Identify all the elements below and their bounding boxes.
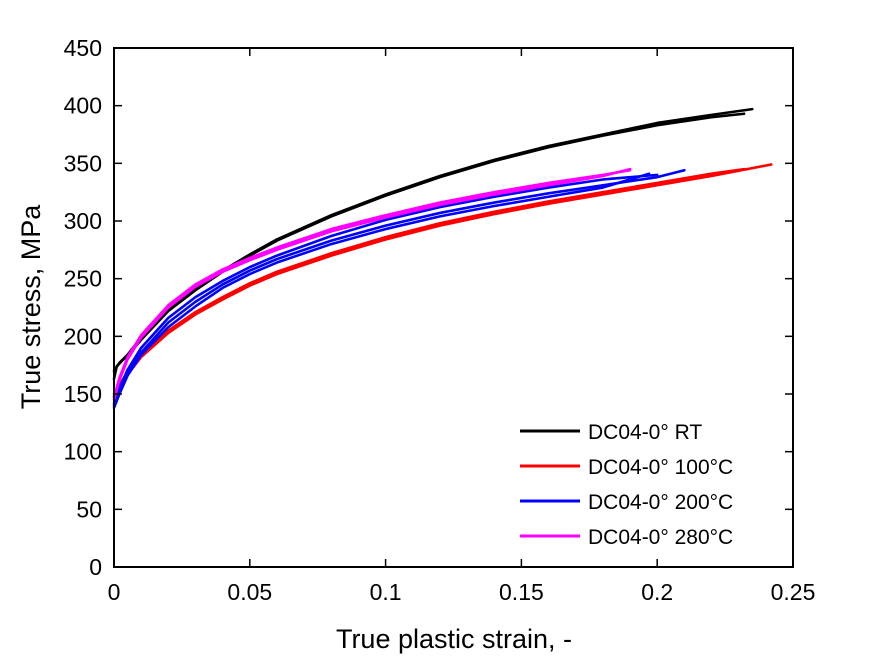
y-tick-label-6: 300	[64, 208, 102, 234]
series-3-curve-1	[112, 168, 632, 399]
legend-label-3: DC04-0° 280°C	[588, 526, 733, 549]
y-tick-label-4: 200	[64, 323, 102, 349]
legend: DC04-0° RT DC04-0° 100°C DC04-0° 200°C DC04…	[520, 421, 733, 549]
y-tick-label-3: 150	[64, 381, 102, 407]
x-tick-label-5: 0.25	[771, 579, 816, 605]
y-tick-label-8: 400	[64, 93, 102, 119]
series-2-curve-1	[112, 172, 651, 410]
x-tick-label-3: 0.15	[499, 579, 544, 605]
x-tick-label-0: 0	[108, 579, 121, 605]
y-tick-label-7: 350	[64, 150, 102, 176]
plot-frame	[113, 47, 794, 568]
series-0-curve-1	[112, 107, 754, 373]
y-tick-label-0: 0	[89, 554, 102, 580]
y-tick-label-9: 450	[64, 35, 102, 61]
x-tick-label-4: 0.2	[641, 579, 673, 605]
x-tick-label-1: 0.05	[227, 579, 272, 605]
y-tick-label-1: 50	[76, 496, 102, 522]
series-0-curve-0	[112, 112, 746, 381]
x-tick-label-2: 0.1	[370, 579, 402, 605]
series-1-curve-0	[112, 163, 773, 398]
x-axis-label: True plastic strain, -	[336, 624, 572, 654]
legend-label-2: DC04-0° 200°C	[588, 491, 733, 514]
legend-label-0: DC04-0° RT	[588, 421, 702, 444]
legend-label-1: DC04-0° 100°C	[588, 456, 733, 479]
curves-layer	[112, 107, 773, 410]
series-2-curve-2	[112, 173, 659, 405]
y-tick-label-5: 250	[64, 266, 102, 292]
y-tick-label-2: 100	[64, 439, 102, 465]
y-axis-label: True stress, MPa	[16, 204, 46, 410]
axis-ticks: 0 0.05 0.1 0.15 0.2 0.25 0 50 100 150 200 250 300 350…	[64, 35, 816, 605]
